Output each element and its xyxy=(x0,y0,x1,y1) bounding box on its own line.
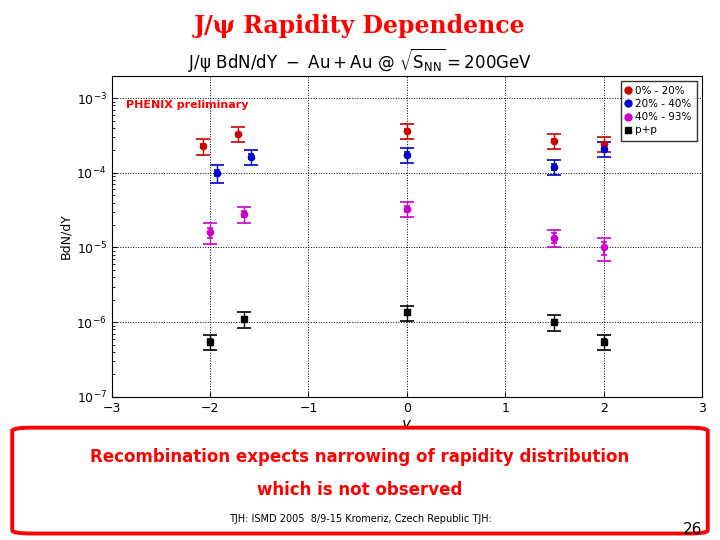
FancyBboxPatch shape xyxy=(12,428,708,534)
Text: which is not observed: which is not observed xyxy=(257,481,463,498)
Y-axis label: BdN/dY: BdN/dY xyxy=(59,213,72,259)
Text: TJH: ISMD 2005  8/9-15 Kromeriz, Czech Republic TJH:: TJH: ISMD 2005 8/9-15 Kromeriz, Czech Re… xyxy=(228,514,492,524)
Text: PHENIX preliminary: PHENIX preliminary xyxy=(126,100,249,110)
Text: Recombination expects narrowing of rapidity distribution: Recombination expects narrowing of rapid… xyxy=(91,448,629,466)
Text: $\mathrm{J/\psi\ BdN/dY\ -\ Au+Au\ @\ \sqrt{S_{NN}}=200GeV}$: $\mathrm{J/\psi\ BdN/dY\ -\ Au+Au\ @\ \s… xyxy=(188,46,532,74)
Text: J/ψ Rapidity Dependence: J/ψ Rapidity Dependence xyxy=(194,14,526,37)
Legend: 0% - 20%, 20% - 40%, 40% - 93%, p+p: 0% - 20%, 20% - 40%, 40% - 93%, p+p xyxy=(621,81,697,140)
X-axis label: $y$: $y$ xyxy=(401,417,413,434)
Text: 26: 26 xyxy=(683,522,702,537)
